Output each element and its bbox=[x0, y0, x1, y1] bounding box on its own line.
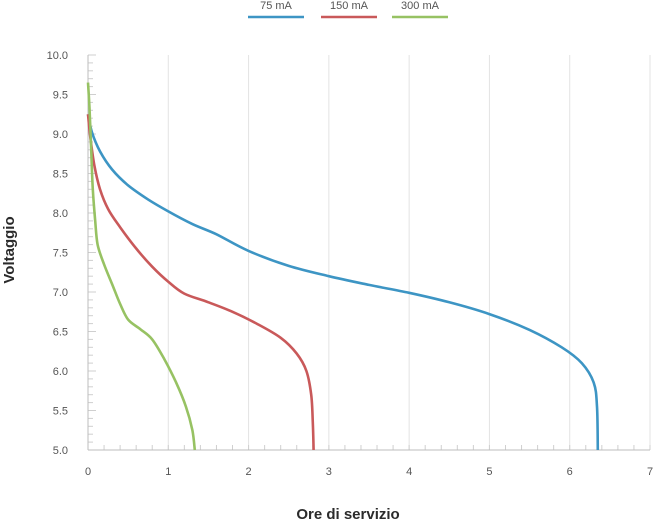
x-axis-title: Ore di servizio bbox=[296, 506, 399, 521]
y-tick-label: 6.0 bbox=[53, 366, 68, 378]
legend-label: 75 mA bbox=[260, 0, 292, 12]
y-tick-label: 5.0 bbox=[53, 445, 68, 457]
x-tick-label: 5 bbox=[486, 466, 492, 478]
legend-label: 150 mA bbox=[330, 0, 369, 12]
x-tick-label: 7 bbox=[647, 466, 653, 478]
x-tick-label: 1 bbox=[165, 466, 171, 478]
series-line bbox=[86, 82, 197, 451]
legend: 75 mA 150 mA 300 mA bbox=[248, 0, 448, 19]
vertical-grid bbox=[167, 55, 651, 450]
series-line bbox=[86, 114, 600, 451]
axes bbox=[87, 55, 650, 451]
x-tick-labels: 0 1 2 3 4 5 6 7 bbox=[85, 466, 653, 478]
x-tick-label: 2 bbox=[246, 466, 252, 478]
y-tick-label: 9.0 bbox=[53, 129, 68, 141]
y-tick-label: 7.5 bbox=[53, 248, 68, 260]
legend-label: 300 mA bbox=[401, 0, 440, 12]
x-tick-label: 4 bbox=[406, 466, 412, 478]
y-tick-label: 8.5 bbox=[53, 169, 68, 181]
x-tick-label: 3 bbox=[326, 466, 332, 478]
y-tick-label: 5.5 bbox=[53, 406, 68, 418]
minor-ticks bbox=[87, 54, 651, 451]
x-tick-label: 0 bbox=[85, 466, 91, 478]
y-tick-labels: 5.0 5.5 6.0 6.5 7.0 7.5 8.0 8.5 9.0 9.5 10.0 bbox=[47, 50, 68, 457]
series-lines bbox=[86, 82, 600, 451]
series-line bbox=[86, 114, 315, 451]
y-tick-label: 8.0 bbox=[53, 208, 68, 220]
y-tick-label: 10.0 bbox=[47, 50, 68, 62]
y-axis-title: Voltaggio bbox=[1, 216, 18, 283]
y-tick-label: 7.0 bbox=[53, 287, 68, 299]
y-tick-label: 9.5 bbox=[53, 90, 68, 102]
x-tick-label: 6 bbox=[567, 466, 573, 478]
y-tick-label: 6.5 bbox=[53, 327, 68, 339]
